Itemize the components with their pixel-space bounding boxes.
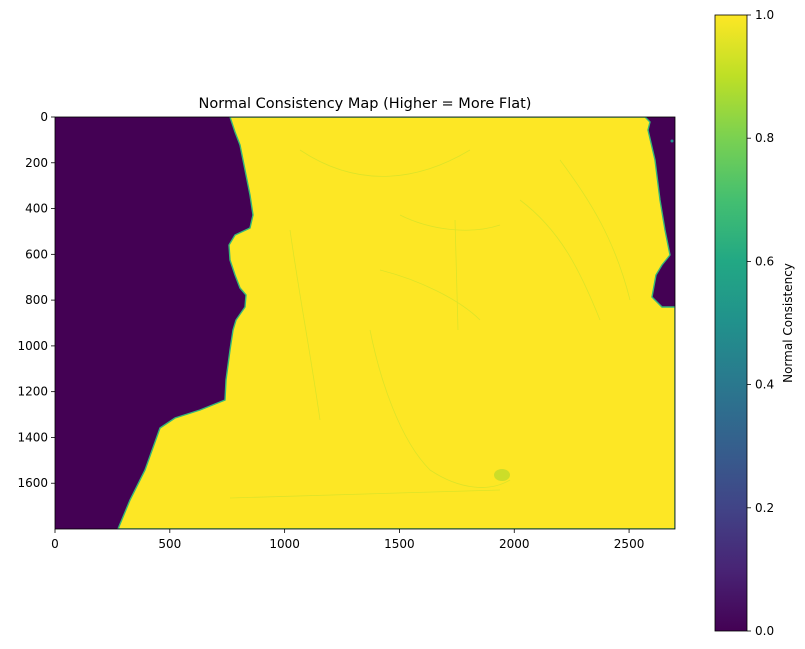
y-tick-label: 400 xyxy=(25,202,48,216)
heatmap-image xyxy=(55,117,675,529)
y-tick-label: 1400 xyxy=(17,430,48,444)
y-tick-label: 800 xyxy=(25,293,48,307)
x-axis: 0 500 1000 1500 2000 2500 xyxy=(51,529,644,551)
y-tick-label: 1600 xyxy=(17,476,48,490)
speckle-patch xyxy=(494,469,510,481)
colorbar-axis: 0.0 0.2 0.4 0.6 0.8 1.0 xyxy=(747,8,774,638)
x-tick-label: 2000 xyxy=(499,537,530,551)
x-tick-label: 0 xyxy=(51,537,59,551)
plot-frame xyxy=(54,116,676,530)
colorbar xyxy=(714,14,748,632)
colorbar-tick-label: 0.6 xyxy=(755,254,774,268)
colorbar-tick-label: 0.4 xyxy=(755,378,774,392)
small-blip xyxy=(670,139,674,143)
y-tick-label: 200 xyxy=(25,156,48,170)
y-tick-label: 1200 xyxy=(17,385,48,399)
x-tick-label: 2500 xyxy=(614,537,645,551)
x-tick-label: 1500 xyxy=(384,537,415,551)
colorbar-tick-label: 1.0 xyxy=(755,8,774,22)
colorbar-label: Normal Consistency xyxy=(781,263,795,383)
colorbar-tick-label: 0.0 xyxy=(755,624,774,638)
chart-title: Normal Consistency Map (Higher = More Fl… xyxy=(199,96,532,112)
colorbar-tick-label: 0.8 xyxy=(755,131,774,145)
x-tick-label: 1000 xyxy=(269,537,300,551)
y-tick-label: 600 xyxy=(25,247,48,261)
x-tick-label: 500 xyxy=(158,537,181,551)
colorbar-tick-label: 0.2 xyxy=(755,501,774,515)
y-tick-label: 1000 xyxy=(17,339,48,353)
heatmap-flat-surface-region xyxy=(117,117,675,529)
y-tick-label: 0 xyxy=(40,110,48,124)
y-axis: 0 200 400 600 800 1000 1200 1400 1600 xyxy=(17,110,55,490)
